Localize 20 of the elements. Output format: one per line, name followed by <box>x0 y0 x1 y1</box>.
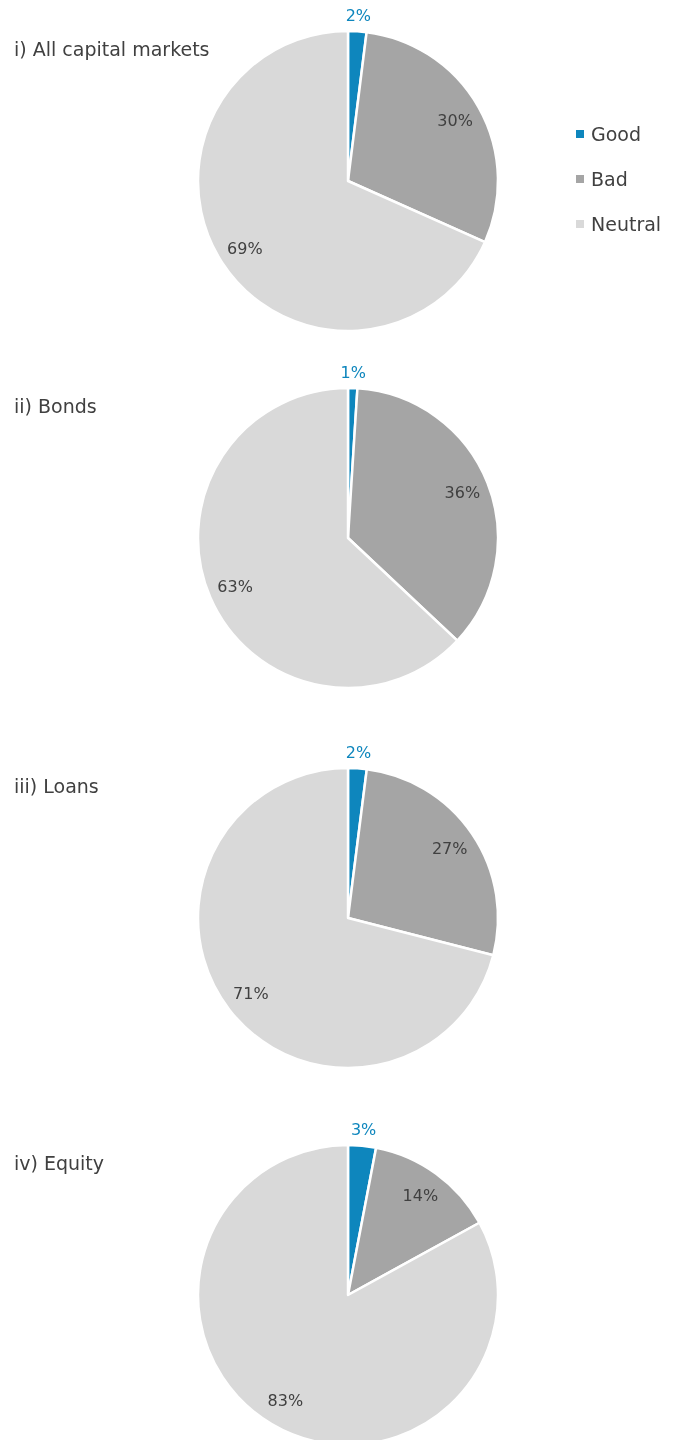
pie-slice <box>196 766 495 1070</box>
data-label: 30% <box>437 111 473 131</box>
data-label: 71% <box>233 983 269 1003</box>
legend-label: Neutral <box>591 212 662 235</box>
legend-label: Good <box>591 122 642 145</box>
data-label: 1% <box>340 362 366 382</box>
data-label: 83% <box>267 1391 304 1411</box>
data-label: 3% <box>350 1120 377 1140</box>
data-label: 27% <box>431 839 468 859</box>
data-label: 63% <box>217 577 253 597</box>
text: ii) Bonds <box>14 395 97 417</box>
data-label: 14% <box>402 1186 439 1206</box>
data-label: 2% <box>345 5 372 25</box>
data-label: 69% <box>227 238 263 258</box>
text: iv) Equity <box>14 1152 105 1174</box>
text: i) All capital markets <box>14 38 210 60</box>
data-label: 36% <box>444 483 481 503</box>
data-label: 2% <box>345 742 372 762</box>
text: iii) Loans <box>14 775 99 797</box>
legend-label: Bad <box>591 167 628 190</box>
